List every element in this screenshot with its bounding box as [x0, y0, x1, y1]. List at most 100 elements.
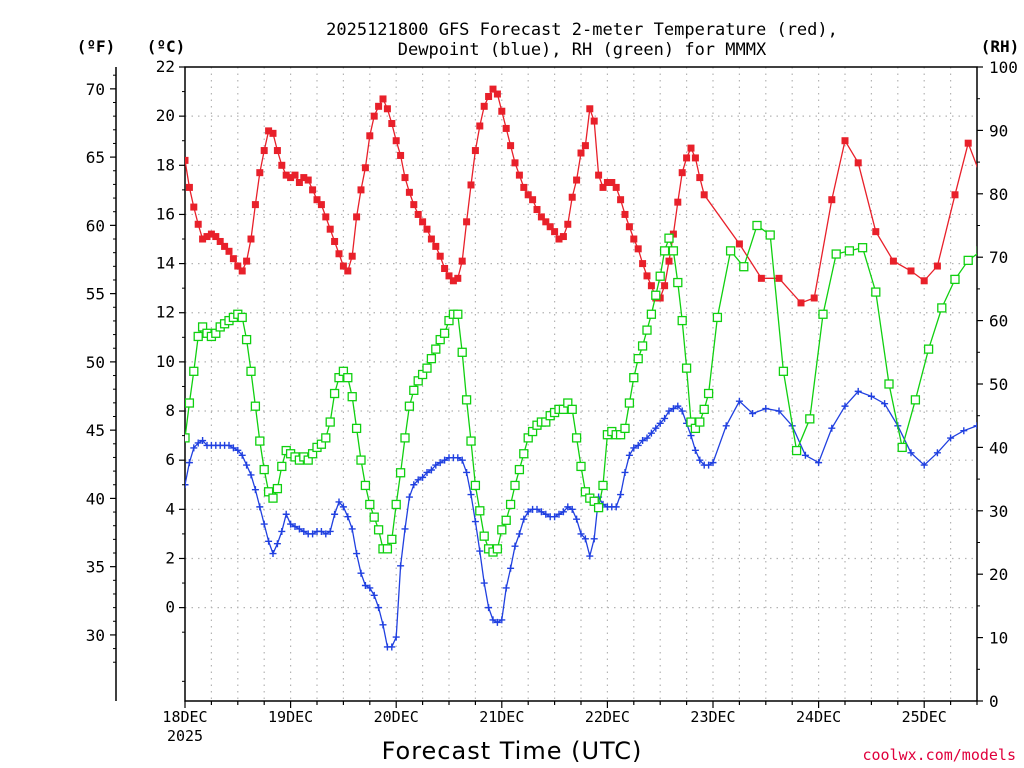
dewpoint-point	[669, 405, 677, 413]
fahrenheit-tick-label: 45	[86, 421, 105, 440]
dewpoint-point	[317, 527, 325, 535]
temperature-point	[634, 245, 642, 253]
temperature-point	[661, 282, 669, 290]
rh-point	[1017, 253, 1024, 261]
rh-point	[681, 363, 692, 373]
dewpoint-point	[749, 409, 757, 417]
rh-point	[778, 366, 789, 376]
temperature-series-line	[185, 88, 977, 304]
temperature-point	[278, 161, 286, 169]
rh-point	[426, 353, 437, 364]
site-credit: coolwx.com/models	[862, 746, 1016, 764]
rh-point	[475, 506, 485, 516]
dewpoint-point	[854, 387, 862, 395]
temperature-point	[639, 260, 647, 268]
dewpoint-point	[841, 402, 849, 410]
rh-point	[818, 309, 828, 319]
rh-tick-label: 40	[989, 438, 1008, 457]
celsius-tick-label: 4	[165, 499, 175, 518]
temperature-point	[537, 213, 545, 221]
rh-point	[400, 433, 410, 443]
dewpoint-point	[524, 508, 532, 516]
dewpoint-point	[630, 444, 638, 452]
rh-point	[351, 423, 362, 434]
temperature-point	[414, 210, 422, 218]
dewpoint-point	[423, 468, 431, 476]
temperature-point	[410, 201, 418, 209]
temperature-point	[511, 159, 519, 167]
rh-point	[844, 246, 855, 256]
rh-point	[461, 395, 472, 405]
temperature-point	[401, 174, 409, 182]
rh-point	[655, 271, 665, 281]
dewpoint-point	[489, 616, 497, 624]
rh-point	[923, 344, 934, 354]
temperature-point	[185, 183, 193, 191]
celsius-tick-label: 14	[156, 254, 175, 273]
dewpoint-point	[335, 498, 343, 506]
chart-title-line-2: Dewpoint (blue), RH (green) for MMMX	[398, 40, 767, 60]
rh-point	[884, 379, 894, 389]
temperature-point	[630, 235, 638, 243]
temperature-point	[287, 174, 295, 182]
dewpoint-point	[1000, 417, 1007, 424]
celsius-tick-label: 18	[156, 155, 175, 174]
dewpoint-point	[581, 535, 589, 543]
temperature-point	[432, 242, 440, 250]
dewpoint-point	[551, 513, 559, 521]
rh-tick-label: 10	[989, 629, 1008, 648]
temperature-point	[326, 225, 334, 233]
temperature-point	[379, 95, 387, 103]
dewpoint-point	[1013, 412, 1020, 419]
dewpoint-point	[656, 419, 664, 427]
dewpoint-point	[960, 427, 968, 435]
rh-point	[356, 455, 366, 465]
dewpoint-point	[573, 515, 581, 523]
dewpoint-point	[828, 424, 836, 432]
temperature-point	[375, 102, 383, 110]
x-date-label: 22DEC	[585, 708, 630, 726]
temperature-point	[361, 164, 369, 172]
dewpoint-point	[709, 459, 717, 467]
rh-point	[571, 433, 582, 443]
dewpoint-point	[331, 510, 339, 518]
rh-point	[791, 445, 802, 456]
dewpoint-point	[564, 503, 572, 511]
rh-point	[277, 461, 287, 472]
temperature-point	[463, 218, 471, 226]
temperature-point	[687, 144, 695, 152]
temperature-point	[212, 233, 220, 241]
temperature-point	[933, 262, 941, 270]
dewpoint-point	[586, 552, 594, 560]
temperature-point	[269, 129, 277, 137]
temperature-point	[515, 171, 523, 179]
dewpoint-point	[287, 520, 295, 528]
fahrenheit-tick-label: 55	[86, 285, 105, 304]
x-date-label: 25DEC	[902, 708, 947, 726]
dewpoint-point	[234, 446, 242, 454]
temperature-point	[696, 174, 704, 182]
rh-point	[703, 388, 714, 399]
dewpoint-point	[705, 461, 713, 469]
rh-point	[360, 480, 371, 491]
rh-point	[624, 398, 635, 408]
temperature-point	[247, 235, 255, 243]
temperature-point	[291, 171, 299, 179]
dewpoint-point	[639, 437, 647, 445]
dewpoint-point	[392, 633, 400, 641]
rh-point	[255, 436, 265, 446]
dewpoint-point	[243, 461, 251, 469]
rh-point	[272, 483, 283, 494]
rh-point	[431, 344, 441, 354]
temperature-point	[617, 196, 625, 204]
rh-point	[479, 531, 489, 541]
rh-point	[237, 312, 247, 323]
dewpoint-point	[225, 441, 233, 449]
celsius-tick-label: 10	[156, 352, 175, 371]
temperature-point	[691, 154, 699, 162]
rh-point	[343, 373, 353, 383]
temperature-point	[265, 127, 273, 135]
fahrenheit-tick-label: 60	[86, 216, 105, 235]
temperature-point	[529, 196, 537, 204]
dewpoint-point	[353, 550, 361, 558]
